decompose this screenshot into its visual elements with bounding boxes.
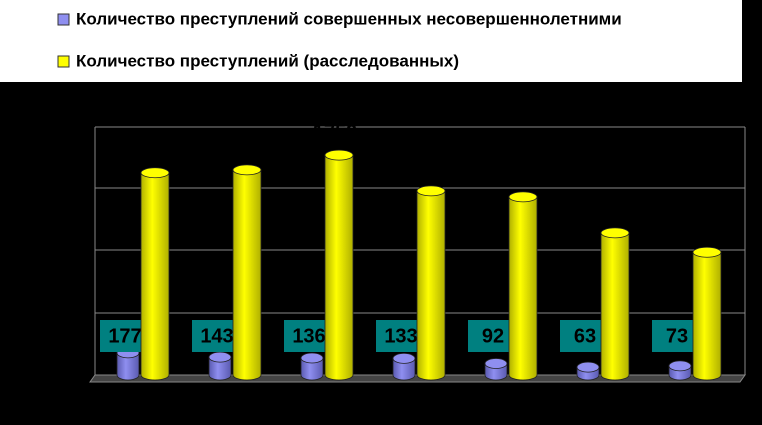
value-label: 136 bbox=[292, 325, 325, 347]
bar-top bbox=[232, 164, 262, 176]
bar-top bbox=[324, 149, 354, 161]
bar-body bbox=[416, 190, 446, 381]
value-label: 73 bbox=[666, 325, 688, 347]
bar-top bbox=[668, 360, 692, 372]
bar bbox=[508, 191, 538, 381]
bar-body bbox=[392, 357, 416, 381]
value-label: 143 bbox=[200, 325, 233, 347]
bar-top bbox=[692, 246, 722, 258]
value-label: 1425 bbox=[497, 163, 542, 185]
bar-top bbox=[484, 358, 508, 369]
bar bbox=[692, 246, 722, 381]
bar bbox=[232, 164, 262, 381]
value-label: 92 bbox=[482, 325, 504, 347]
legend-box bbox=[0, 0, 742, 82]
value-label: 1641 bbox=[221, 136, 266, 158]
bar-body bbox=[692, 251, 722, 381]
legend-swatch bbox=[57, 55, 70, 68]
bar-body bbox=[116, 352, 140, 381]
value-label: 133 bbox=[384, 325, 417, 347]
value-label: 63 bbox=[574, 325, 596, 347]
bar-body bbox=[208, 356, 232, 381]
value-label: 1618 bbox=[129, 139, 174, 161]
bar-top bbox=[600, 227, 630, 239]
value-label: 1137 bbox=[589, 199, 632, 221]
value-label: 1759 bbox=[313, 121, 358, 143]
bar bbox=[668, 360, 692, 381]
bar-body bbox=[232, 169, 262, 381]
bar-top bbox=[576, 361, 600, 373]
bar bbox=[116, 347, 140, 381]
bar bbox=[324, 149, 354, 381]
bar-body bbox=[600, 232, 630, 381]
legend-swatch bbox=[57, 13, 70, 26]
bar bbox=[208, 351, 232, 381]
value-label: 1473 bbox=[405, 157, 450, 179]
bar bbox=[416, 185, 446, 381]
bar bbox=[392, 352, 416, 381]
bar bbox=[600, 227, 630, 381]
bar-top bbox=[392, 352, 416, 364]
bar-body bbox=[140, 172, 170, 381]
legend-label: Количество преступлений совершенных несо… bbox=[76, 9, 622, 28]
value-label: 982 bbox=[686, 219, 719, 241]
bar-top bbox=[416, 185, 446, 197]
bar-top bbox=[208, 351, 232, 363]
bar-top bbox=[300, 352, 324, 364]
bar-body bbox=[324, 154, 354, 381]
bar bbox=[576, 361, 600, 381]
bar bbox=[140, 167, 170, 381]
bar-body bbox=[508, 196, 538, 381]
bar bbox=[484, 358, 508, 381]
bar-top bbox=[140, 167, 170, 179]
value-label: 177 bbox=[108, 325, 141, 347]
bar bbox=[300, 352, 324, 381]
legend-label: Количество преступлений (расследованных) bbox=[76, 51, 459, 70]
bar-top bbox=[508, 191, 538, 203]
bar-body bbox=[300, 357, 324, 381]
